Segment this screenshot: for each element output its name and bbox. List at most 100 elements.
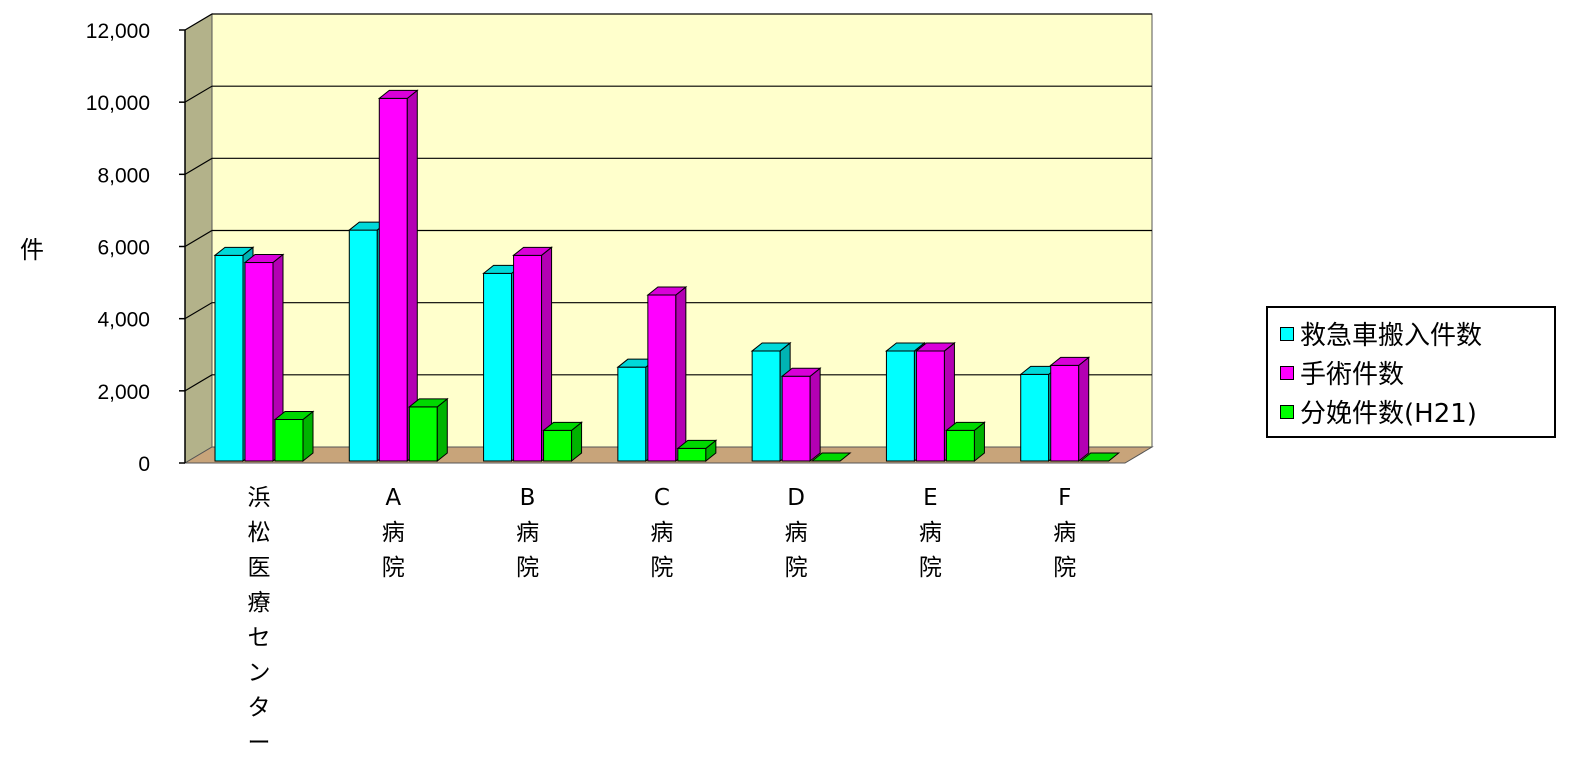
x-tick-label: E 病院 [919, 485, 942, 581]
x-tick-char: 病 [1053, 520, 1076, 546]
y-tick-label: 12,000 [86, 20, 150, 43]
gridline [184, 157, 1152, 175]
bar [810, 452, 852, 462]
bar [512, 246, 553, 463]
bar-top [915, 342, 956, 352]
bar-top [273, 411, 315, 421]
y-tick-label: 2,000 [97, 381, 150, 404]
x-tick-char: 院 [919, 555, 942, 581]
y-tick-label: 0 [138, 453, 150, 476]
bar-front [483, 272, 513, 462]
bar-top [377, 89, 419, 99]
bar-front [244, 262, 274, 462]
bar-top [810, 452, 852, 462]
bar-top [1079, 452, 1121, 462]
x-tick-char: 病 [650, 520, 673, 546]
legend-swatch [1280, 404, 1294, 419]
x-tick-char: E [923, 485, 938, 511]
legend-label: 手術件数 [1300, 360, 1405, 390]
bar [646, 285, 688, 463]
bar-top [512, 246, 553, 256]
y-tick-label: 8,000 [97, 164, 150, 187]
bar-front [1020, 373, 1050, 462]
bar-front [915, 350, 945, 462]
bar [945, 421, 986, 463]
bar-top [750, 342, 792, 352]
bar-top [646, 286, 688, 296]
y-tick-label: 10,000 [86, 92, 150, 115]
x-tick-char: 病 [516, 520, 539, 546]
bar [1079, 452, 1121, 462]
bar-front [274, 419, 304, 462]
x-tick-char: 院 [516, 555, 539, 581]
bar-front [647, 294, 677, 462]
x-tick-char: A [385, 485, 401, 511]
bar-top [945, 421, 986, 431]
bar-front [945, 429, 975, 462]
bar-front [513, 254, 543, 462]
bar [780, 367, 822, 463]
bar-front [378, 97, 408, 462]
legend-item: 手術件数 [1280, 353, 1554, 392]
y-tick-label: 4,000 [97, 309, 150, 332]
legend-item: 救急車搬入件数 [1280, 314, 1554, 353]
bar-front [1050, 364, 1080, 462]
bar-front [885, 350, 915, 462]
x-tick-char: 医 [248, 555, 271, 581]
x-tick-label: 浜松医療センター [248, 485, 271, 756]
bar [676, 439, 718, 463]
bar-top [1049, 356, 1091, 366]
legend-swatch [1280, 365, 1294, 380]
legend-swatch [1280, 326, 1294, 341]
bar [616, 358, 658, 463]
bar-side [1078, 356, 1090, 463]
legend-item: 分娩件数(H21) [1280, 392, 1554, 431]
bar-top [885, 342, 926, 352]
gridline [184, 229, 1152, 248]
bar [273, 410, 315, 463]
x-tick-char: C [654, 485, 670, 511]
x-tick-char: 療 [248, 590, 271, 616]
bar [243, 253, 285, 463]
x-tick-label: F 病院 [1053, 485, 1076, 581]
x-tick-char: 院 [1053, 555, 1076, 581]
x-tick-char: セ [248, 625, 271, 651]
x-tick-char: 院 [382, 555, 405, 581]
bar-front [751, 350, 781, 462]
y-axis-label: 件 [20, 236, 44, 264]
x-tick-char: F [1058, 485, 1071, 511]
gridlines [184, 13, 1152, 392]
x-tick-char: B [520, 485, 536, 511]
bar-front [543, 429, 573, 462]
bar-top [780, 367, 822, 377]
bar [377, 89, 419, 463]
x-tick-char: 浜 [248, 485, 271, 511]
bar-front [781, 375, 811, 462]
x-tick-char: ン [248, 660, 271, 686]
y-tick-label: 6,000 [97, 237, 150, 260]
bars [213, 89, 1121, 463]
bar-top [407, 398, 449, 408]
bar-front [408, 406, 438, 462]
bar [407, 397, 449, 463]
legend-label: 分娩件数(H21) [1300, 399, 1477, 429]
x-tick-char: 院 [785, 555, 808, 581]
x-tick-char: 松 [248, 520, 271, 546]
x-tick-char: ー [248, 730, 271, 756]
x-tick-char: タ [248, 695, 271, 721]
bar-top [676, 439, 718, 449]
bar-side [675, 285, 687, 463]
bar-top [243, 254, 285, 264]
gridline [184, 302, 1152, 320]
x-tick-char: 院 [650, 555, 673, 581]
bar [1049, 356, 1091, 463]
gridline [184, 13, 1152, 31]
bar-front [348, 229, 378, 462]
x-tick-label: B 病院 [516, 485, 539, 581]
gridline [184, 374, 1152, 392]
x-tick-char: D [787, 485, 805, 511]
gridline [184, 85, 1152, 103]
legend: 救急車搬入件数手術件数分娩件数(H21) [1266, 306, 1556, 438]
